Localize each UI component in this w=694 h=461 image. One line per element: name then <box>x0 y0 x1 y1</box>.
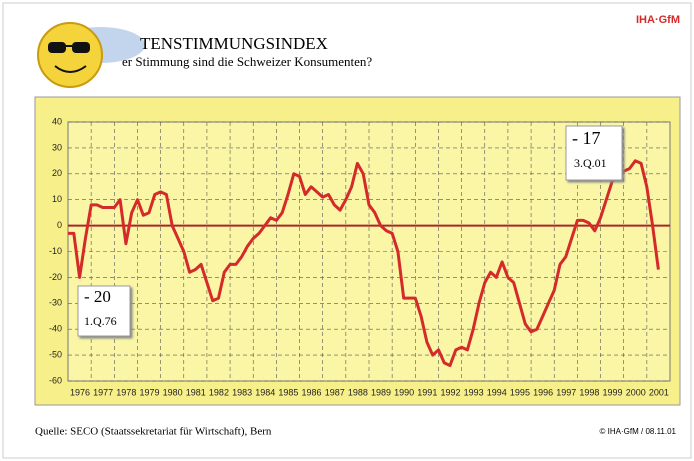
y-tick-label: -30 <box>49 298 62 308</box>
y-tick-label: 30 <box>52 142 62 152</box>
y-tick-label: -60 <box>49 375 62 385</box>
x-tick-label: 1989 <box>371 387 391 397</box>
annotation-value: - 20 <box>84 287 111 306</box>
annotation-label: 1.Q.76 <box>84 314 117 328</box>
x-tick-label: 1990 <box>394 387 414 397</box>
annotation-label: 3.Q.01 <box>574 156 607 170</box>
x-tick-label: 2001 <box>649 387 669 397</box>
x-tick-label: 1986 <box>302 387 322 397</box>
annotation-value: - 17 <box>572 128 601 148</box>
x-tick-label: 1982 <box>209 387 229 397</box>
x-tick-label: 1983 <box>232 387 252 397</box>
page: TENSTIMMUNGSINDEX er Stimmung sind die S… <box>0 0 694 461</box>
x-tick-label: 1999 <box>603 387 623 397</box>
x-tick-label: 1996 <box>533 387 553 397</box>
y-tick-label: -40 <box>49 324 62 334</box>
y-tick-label: 20 <box>52 168 62 178</box>
credit: © IHA·GfM / 08.11.01 <box>600 427 677 436</box>
x-tick-label: 1987 <box>325 387 345 397</box>
slide: TENSTIMMUNGSINDEX er Stimmung sind die S… <box>0 0 694 461</box>
x-tick-label: 1997 <box>556 387 576 397</box>
y-tick-label: 0 <box>57 220 62 230</box>
chart-title: TENSTIMMUNGSINDEX <box>140 34 328 53</box>
x-tick-label: 1980 <box>163 387 183 397</box>
source: Quelle: SECO (Staatssekretariat für Wirt… <box>35 426 272 438</box>
x-tick-label: 2000 <box>626 387 646 397</box>
x-tick-label: 1978 <box>116 387 136 397</box>
y-tick-label: 10 <box>52 194 62 204</box>
chart-subtitle: er Stimmung sind die Schweizer Konsument… <box>122 54 372 69</box>
annotation-box: - 20 1.Q.76 <box>78 286 130 336</box>
x-tick-label: 1992 <box>440 387 460 397</box>
x-tick-label: 1985 <box>278 387 298 397</box>
y-tick-label: -10 <box>49 246 62 256</box>
annotation-box: - 17 3.Q.01 <box>566 126 622 180</box>
x-tick-label: 1981 <box>186 387 206 397</box>
x-tick-label: 1977 <box>93 387 113 397</box>
y-tick-label: 40 <box>52 116 62 126</box>
x-tick-label: 1979 <box>139 387 159 397</box>
x-tick-label: 1988 <box>348 387 368 397</box>
x-tick-label: 1984 <box>255 387 275 397</box>
y-tick-label: -20 <box>49 272 62 282</box>
x-tick-label: 1995 <box>510 387 530 397</box>
x-tick-label: 1994 <box>487 387 507 397</box>
x-tick-label: 1991 <box>417 387 437 397</box>
x-tick-label: 1976 <box>70 387 90 397</box>
x-tick-label: 1998 <box>579 387 599 397</box>
x-tick-label: 1993 <box>464 387 484 397</box>
y-tick-label: -50 <box>49 349 62 359</box>
logo: IHA·GfM <box>636 14 680 26</box>
